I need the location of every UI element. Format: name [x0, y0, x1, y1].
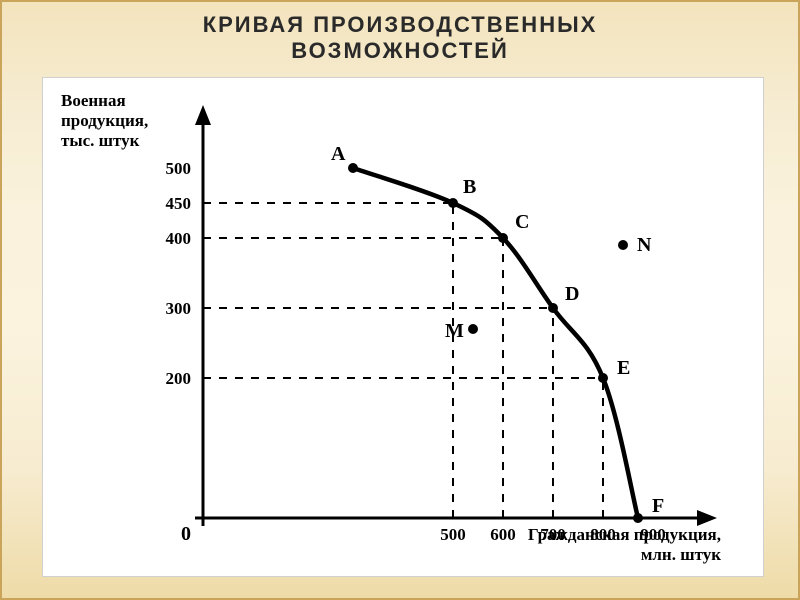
- y-axis-arrow: [195, 105, 211, 125]
- x-axis-label-1: млн. штук: [641, 545, 721, 564]
- xtick-500: 500: [440, 525, 466, 544]
- slide-frame: КРИВАЯ ПРОИЗВОДСТВЕННЫХВОЗМОЖНОСТЕЙ 200 3…: [0, 0, 800, 600]
- label-B: B: [463, 176, 476, 198]
- point-B: [448, 198, 458, 208]
- point-C: [498, 233, 508, 243]
- origin-label: 0: [181, 523, 191, 545]
- x-axis-label-0: Гражданская продукция,: [528, 525, 721, 544]
- chart-card: 200300400450500500600700800900ABCDEFMN0В…: [42, 77, 764, 577]
- x-axis-arrow: [697, 510, 717, 526]
- ppf-curve: [353, 168, 638, 518]
- ppf-chart: 200300400450500500600700800900ABCDEFMN0В…: [43, 78, 765, 578]
- xtick-600: 600: [490, 525, 516, 544]
- point-F: [633, 513, 643, 523]
- y-axis-label-0: Военная: [61, 91, 126, 110]
- ytick-500: 500: [166, 159, 192, 178]
- title-line-1: КРИВАЯ ПРОИЗВОДСТВЕННЫХ: [2, 12, 798, 38]
- title-line-2: ВОЗМОЖНОСТЕЙ: [2, 38, 798, 64]
- label-C: C: [515, 211, 529, 233]
- label-F: F: [652, 495, 664, 517]
- label-N: N: [637, 234, 652, 256]
- label-A: A: [331, 143, 346, 165]
- ytick-450: 450: [166, 194, 192, 213]
- slide-title: КРИВАЯ ПРОИЗВОДСТВЕННЫХВОЗМОЖНОСТЕЙ: [2, 2, 798, 64]
- ytick-200: 200: [166, 369, 192, 388]
- y-axis-label-2: тыс. штук: [61, 131, 140, 150]
- ytick-400: 400: [166, 229, 192, 248]
- ytick-300: 300: [166, 299, 192, 318]
- point-M: [468, 324, 478, 334]
- point-N: [618, 240, 628, 250]
- label-M: M: [445, 320, 464, 342]
- point-A: [348, 163, 358, 173]
- y-axis-label-1: продукция,: [61, 111, 148, 130]
- label-E: E: [617, 357, 630, 379]
- point-E: [598, 373, 608, 383]
- label-D: D: [565, 283, 579, 305]
- point-D: [548, 303, 558, 313]
